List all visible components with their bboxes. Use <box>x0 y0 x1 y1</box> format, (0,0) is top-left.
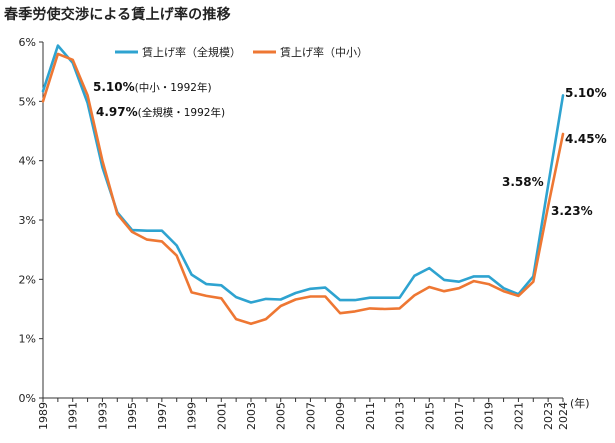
x-tick-label: 2001 <box>215 402 228 430</box>
x-tick-label: 2011 <box>364 402 377 430</box>
x-tick-label: 2017 <box>453 402 466 430</box>
legend: 賃上げ率（全規模） 賃上げ率（中小） <box>115 45 368 59</box>
x-tick-label: 2023 <box>542 402 555 430</box>
y-tick-label: 5% <box>19 95 36 108</box>
y-tick-label: 6% <box>19 36 36 49</box>
x-tick-label: 1997 <box>156 402 169 430</box>
y-tick-label: 3% <box>19 214 36 227</box>
annotation-2023-sme: 3.23% <box>551 204 593 218</box>
y-tick-label: 1% <box>19 333 36 346</box>
annotation-1992-sme-value: 5.10% <box>93 80 135 94</box>
x-tick-label: 1995 <box>126 402 139 430</box>
legend-label-all-sizes: 賃上げ率（全規模） <box>142 45 241 59</box>
annotations: 5.10%(中小・1992年) 4.97%(全規模・1992年) 5.10% 4… <box>93 80 607 218</box>
annotation-1992-sme: 5.10%(中小・1992年) <box>93 80 212 94</box>
series-group <box>41 44 565 326</box>
annotation-2024-sme: 4.45% <box>565 132 607 146</box>
x-tick-label: 2003 <box>245 402 258 430</box>
legend-item-sme: 賃上げ率（中小） <box>253 45 368 59</box>
x-tick-label: 2015 <box>423 402 436 430</box>
annotation-1992-all-value: 4.97% <box>96 105 138 119</box>
x-tick-label: 1999 <box>186 402 199 430</box>
x-tick-label: 2024 <box>557 402 570 430</box>
legend-item-all-sizes: 賃上げ率（全規模） <box>115 45 241 59</box>
x-tick-label: 2013 <box>394 402 407 430</box>
x-tick-label: 1991 <box>67 402 80 430</box>
x-tick-label: 1989 <box>37 402 50 430</box>
legend-label-sme: 賃上げ率（中小） <box>280 45 368 59</box>
y-ticks: 0% 1% 2% 3% 4% 5% 6% <box>19 36 43 405</box>
annotation-2024-all: 5.10% <box>565 86 607 100</box>
annotation-1992-sme-note: (中小・1992年) <box>135 81 212 94</box>
y-tick-label: 4% <box>19 155 36 168</box>
chart-title: 春季労使交渉による賃上げ率の推移 <box>4 7 231 23</box>
x-ticks: 1989 1991 1993 1995 1997 1999 2001 2003 2005 2007… <box>37 398 570 430</box>
y-tick-label: 0% <box>19 392 36 405</box>
annotation-2023-all: 3.58% <box>502 175 544 189</box>
x-axis-unit-label: (年) <box>570 396 590 410</box>
y-tick-label: 2% <box>19 273 36 286</box>
x-tick-label: 1993 <box>96 402 109 430</box>
series-line-sme <box>41 52 565 326</box>
x-tick-label: 2021 <box>512 402 525 430</box>
x-tick-label: 2019 <box>483 402 496 430</box>
x-tick-label: 2005 <box>275 402 288 430</box>
x-tick-label: 2009 <box>334 402 347 430</box>
annotation-1992-all-note: (全規模・1992年) <box>138 106 225 119</box>
x-tick-label: 2007 <box>304 402 317 430</box>
annotation-1992-all: 4.97%(全規模・1992年) <box>96 105 225 119</box>
